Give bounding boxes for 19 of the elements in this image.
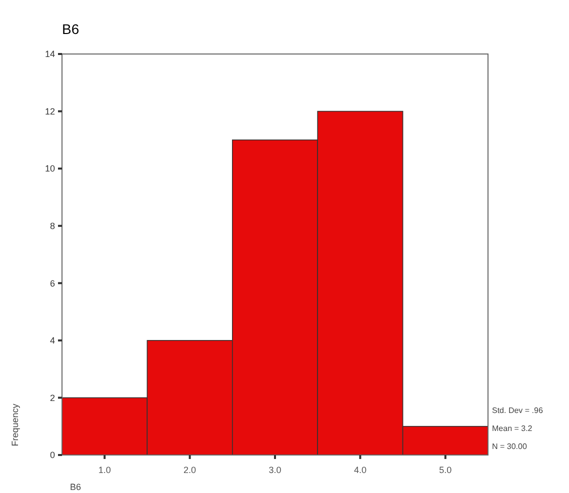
chart-title: B6 bbox=[62, 21, 80, 37]
y-tick-label: 14 bbox=[44, 49, 55, 60]
y-tick-label: 0 bbox=[50, 450, 55, 460]
y-tick-label: 6 bbox=[50, 278, 55, 288]
x-tick-label: 3.0 bbox=[268, 465, 282, 475]
x-tick-label: 4.0 bbox=[354, 465, 366, 475]
x-tick-label: 2.0 bbox=[184, 465, 196, 475]
x-axis-title: B6 bbox=[70, 482, 82, 492]
text: Std. Dev = .96 bbox=[492, 406, 544, 415]
y-axis-title: Frequency bbox=[10, 403, 20, 446]
x-tick-label: 5.0 bbox=[439, 465, 452, 475]
y-tick-label: 10 bbox=[44, 164, 55, 174]
y-tick-label: 4 bbox=[50, 336, 55, 346]
y-tick-label: 2 bbox=[50, 392, 55, 403]
x-tick-label: 1.0 bbox=[98, 465, 111, 475]
text: N = 30.00 bbox=[492, 442, 528, 451]
y-tick-label: 12 bbox=[44, 106, 55, 116]
text: Mean = 3.2 bbox=[492, 424, 533, 433]
y-tick-label: 8 bbox=[50, 221, 55, 232]
